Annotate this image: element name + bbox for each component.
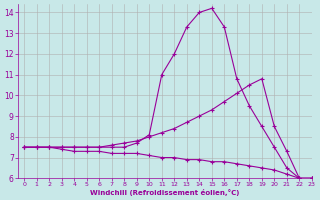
X-axis label: Windchill (Refroidissement éolien,°C): Windchill (Refroidissement éolien,°C) [90, 189, 240, 196]
